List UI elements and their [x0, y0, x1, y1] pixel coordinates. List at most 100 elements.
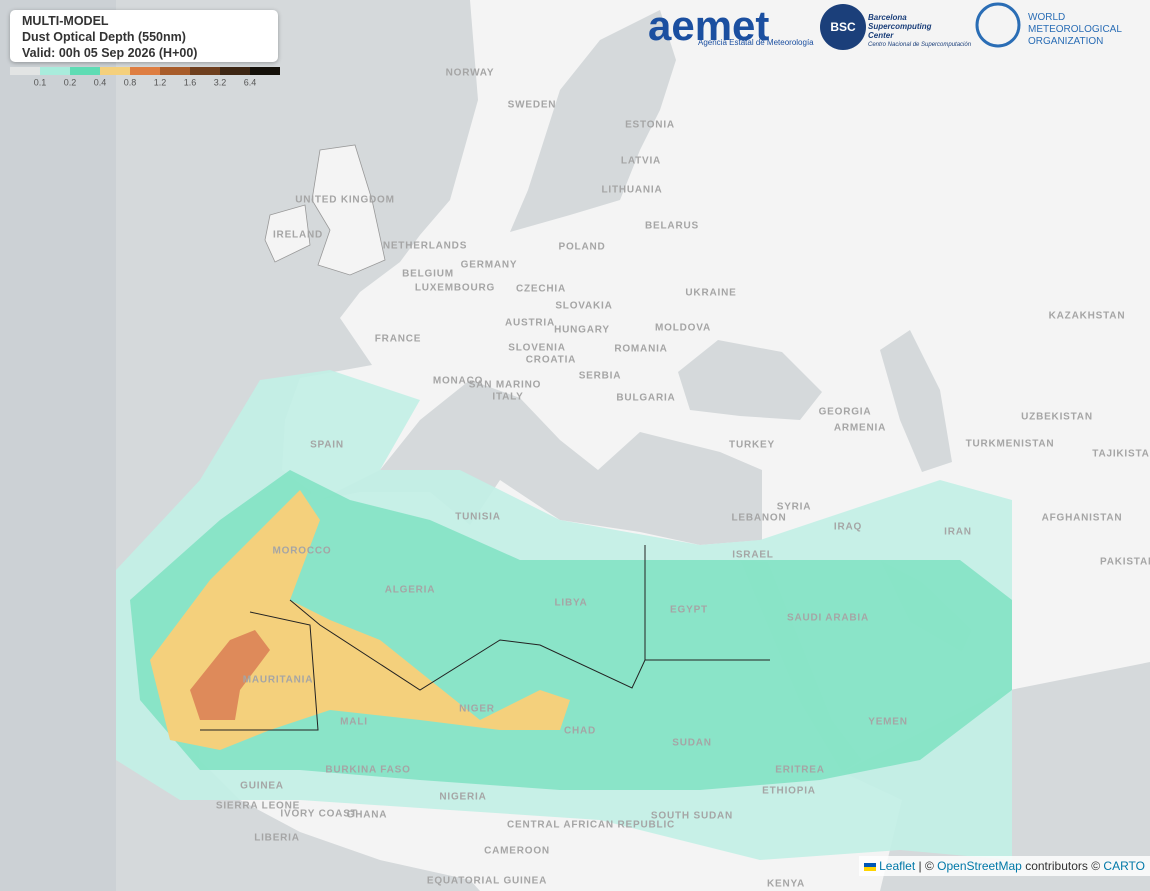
bsc-name: Barcelona — [868, 13, 907, 22]
country-label: SYRIA — [777, 502, 812, 513]
colorbar-tick-label: 0.2 — [64, 77, 77, 87]
dust-very-high — [190, 630, 270, 720]
dust-high — [150, 490, 570, 750]
osm-link[interactable]: OpenStreetMap — [937, 859, 1022, 873]
country-label: BULGARIA — [616, 393, 675, 404]
country-label: SOUTH SUDAN — [651, 811, 733, 822]
legend-title: Valid: 00h 05 Sep 2026 (H+00) — [22, 46, 198, 60]
country-label: LUXEMBOURG — [415, 283, 495, 294]
bsc-mark: BSC — [830, 20, 856, 34]
colorbar-tick-label: 0.1 — [34, 77, 47, 87]
country-label: AUSTRIA — [505, 318, 555, 329]
country-label: EGYPT — [670, 605, 708, 616]
country-label: ROMANIA — [614, 344, 667, 355]
country-label: UZBEKISTAN — [1021, 412, 1093, 423]
country-label: GHANA — [347, 810, 388, 821]
colorbar-tick-label: 3.2 — [214, 77, 227, 87]
country-label: BELARUS — [645, 221, 699, 232]
colorbar-segment — [130, 67, 160, 75]
aemet-subtitle: Agencia Estatal de Meteorología — [698, 38, 814, 47]
borders — [200, 545, 770, 731]
country-label: GUINEA — [240, 781, 284, 792]
colorbar-segment — [220, 67, 250, 75]
legend-title: Dust Optical Depth (550nm) — [22, 30, 186, 44]
dust-fields — [116, 370, 1012, 860]
country-label: AFGHANISTAN — [1042, 513, 1123, 524]
legend: MULTI-MODEL Dust Optical Depth (550nm) V… — [10, 10, 278, 62]
colorbar-segment — [70, 67, 100, 75]
country-label: SAUDI ARABIA — [787, 613, 869, 624]
attribution-separator: | © — [918, 859, 934, 873]
country-label: MALI — [340, 717, 368, 728]
country-label: NETHERLANDS — [383, 241, 467, 252]
country-label: POLAND — [558, 242, 605, 253]
wmo-name: WORLD — [1028, 12, 1065, 23]
border-line — [200, 611, 319, 731]
country-label: LIBYA — [554, 598, 587, 609]
country-label: YEMEN — [868, 717, 908, 728]
bsc-circle — [820, 4, 866, 50]
logos: aemet Agencia Estatal de Meteorología BS… — [648, 2, 1122, 50]
country-label: LITHUANIA — [601, 185, 662, 196]
leaflet-link[interactable]: Leaflet — [879, 859, 916, 873]
country-label: SLOVENIA — [508, 343, 566, 354]
wmo-globe — [975, 2, 1021, 48]
country-label: KAZAKHSTAN — [1049, 311, 1126, 322]
country-label: ITALY — [492, 392, 523, 403]
country-label: ERITREA — [775, 765, 825, 776]
country-label: EQUATORIAL GUINEA — [427, 876, 547, 887]
colorbar-segment — [10, 67, 40, 75]
country-label: NIGER — [459, 704, 495, 715]
great-britain — [311, 144, 386, 276]
wmo-name: METEOROLOGICAL — [1028, 24, 1122, 35]
country-label: PAKISTAN — [1100, 557, 1150, 568]
black-sea — [678, 340, 822, 420]
country-label: SIERRA LEONE — [216, 801, 300, 812]
country-label: ARMENIA — [834, 423, 886, 434]
country-label: LEBANON — [731, 513, 786, 524]
outside-domain — [0, 0, 116, 891]
legend-title: MULTI-MODEL — [22, 14, 109, 28]
country-label: IRAN — [944, 527, 972, 538]
carto-link[interactable]: CARTO — [1103, 859, 1145, 873]
country-label: BELGIUM — [402, 269, 454, 280]
country-label: MAURITANIA — [243, 675, 314, 686]
wmo-name: ORGANIZATION — [1028, 36, 1103, 47]
country-label: LATVIA — [621, 156, 661, 167]
country-label: MOLDOVA — [655, 323, 711, 334]
colorbar-segment — [190, 67, 220, 75]
country-label: SUDAN — [672, 738, 712, 749]
country-label: TUNISIA — [455, 512, 501, 523]
country-label: KENYA — [767, 879, 805, 890]
country-label: HUNGARY — [554, 325, 610, 336]
country-label: SERBIA — [579, 371, 622, 382]
colorbar-segment — [100, 67, 130, 75]
country-label: CHAD — [564, 726, 596, 737]
bsc-subtitle: Centro Nacional de Supercomputación — [868, 42, 972, 48]
baltic — [510, 10, 676, 232]
country-label: TAJIKISTAN — [1092, 449, 1150, 460]
country-label: IVORY COAST — [280, 809, 357, 820]
country-label: CENTRAL AFRICAN REPUBLIC — [507, 820, 675, 831]
border-line — [289, 599, 770, 691]
country-label: CROATIA — [526, 355, 576, 366]
flag-icon — [864, 862, 877, 871]
country-label: CZECHIA — [516, 284, 566, 295]
attribution-text: contributors © — [1025, 859, 1101, 873]
colorbar-segment — [250, 67, 280, 75]
country-label: ISRAEL — [732, 550, 773, 561]
colorbar-tick-label: 1.6 — [184, 77, 197, 87]
country-label: BURKINA FASO — [325, 765, 410, 776]
country-label: SAN MARINO — [469, 380, 541, 391]
country-label: FRANCE — [375, 334, 421, 345]
country-label: SWEDEN — [508, 100, 557, 111]
country-label: TURKMENISTAN — [966, 439, 1055, 450]
country-label: TURKEY — [729, 440, 775, 451]
country-label: IRAQ — [834, 522, 862, 533]
islands — [264, 144, 386, 276]
country-label: UKRAINE — [685, 288, 736, 299]
country-label: CAMEROON — [484, 846, 550, 857]
country-label: MOROCCO — [273, 546, 332, 557]
